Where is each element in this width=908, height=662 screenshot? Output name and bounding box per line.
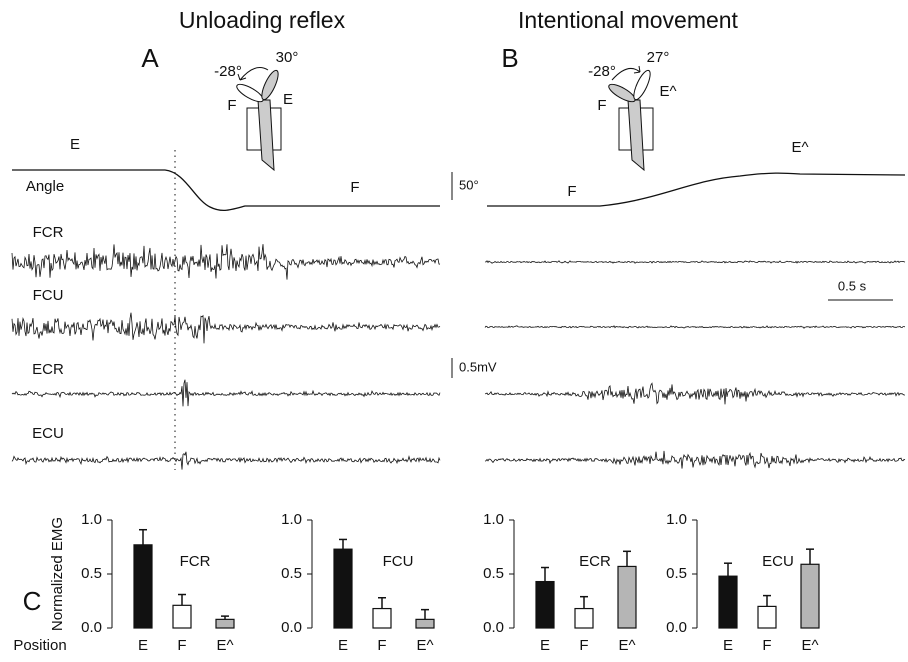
x-tick-label: E^	[618, 637, 635, 654]
scale-label: 50°	[459, 177, 479, 192]
x-tick-label: F	[579, 637, 588, 654]
angle-label: -28°	[588, 63, 616, 80]
panel-letter: C	[23, 586, 42, 616]
x-tick-label: E	[540, 637, 550, 654]
bar	[536, 582, 554, 628]
y-tick-label: 1.0	[483, 511, 504, 528]
x-tick-label: F	[377, 637, 386, 654]
trace-label: ECR	[32, 361, 64, 378]
y-tick-label: 0.0	[281, 619, 302, 636]
trace-label: E	[70, 136, 80, 153]
angle-trace	[12, 170, 440, 210]
x-tick-label: E^	[416, 637, 433, 654]
title: Unloading reflex	[179, 7, 346, 33]
angle-label: -28°	[214, 63, 242, 80]
arm-diagram	[607, 66, 654, 170]
bar	[801, 564, 819, 628]
x-tick-label: E	[138, 637, 148, 654]
bar	[758, 606, 776, 628]
x-tick-label: F	[177, 637, 186, 654]
arm-diagram	[235, 68, 282, 170]
bar	[334, 549, 352, 628]
y-tick-label: 1.0	[81, 511, 102, 528]
x-tick-label: E^	[801, 637, 818, 654]
position-label: F	[597, 97, 606, 114]
x-axis-label: Position	[13, 637, 66, 654]
trace-label: FCR	[33, 224, 64, 241]
bar	[216, 619, 234, 628]
panel-letter: B	[501, 43, 518, 73]
x-tick-label: F	[762, 637, 771, 654]
position-label: E^	[659, 83, 676, 100]
trace-label: E^	[791, 139, 808, 156]
trace-label: FCU	[33, 287, 64, 304]
y-tick-label: 0.5	[666, 565, 687, 582]
title: Intentional movement	[518, 7, 739, 33]
emg-trace	[12, 244, 440, 279]
emg-trace	[485, 383, 905, 404]
emg-traces	[12, 244, 905, 469]
position-label: E	[283, 91, 293, 108]
y-tick-label: 0.5	[483, 565, 504, 582]
panel-letter: A	[141, 43, 159, 73]
x-tick-label: E	[723, 637, 733, 654]
y-tick-label: 0.5	[281, 565, 302, 582]
y-tick-label: 0.5	[81, 565, 102, 582]
emg-trace	[12, 452, 440, 470]
emg-trace	[485, 326, 905, 328]
x-tick-label: E	[338, 637, 348, 654]
bar	[575, 609, 593, 628]
scale-label: 0.5mV	[459, 359, 497, 374]
y-tick-label: 0.0	[483, 619, 504, 636]
chart-title: FCR	[180, 553, 211, 570]
emg-trace	[485, 261, 905, 263]
y-tick-label: 0.0	[666, 619, 687, 636]
bar	[719, 576, 737, 628]
bar	[416, 619, 434, 628]
bar	[134, 545, 152, 628]
angle-label: 30°	[276, 49, 299, 66]
chart-title: FCU	[383, 553, 414, 570]
bar	[173, 605, 191, 628]
trace-label: Angle	[26, 178, 64, 195]
y-tick-label: 1.0	[666, 511, 687, 528]
angle-label: 27°	[647, 49, 670, 66]
trace-label: F	[567, 183, 576, 200]
trace-label: F	[350, 179, 359, 196]
y-tick-label: 1.0	[281, 511, 302, 528]
emg-trace	[12, 380, 440, 407]
bar	[618, 566, 636, 628]
chart-title: ECR	[579, 553, 611, 570]
x-tick-label: E^	[216, 637, 233, 654]
emg-trace	[485, 451, 905, 469]
position-label: F	[227, 97, 236, 114]
scale-label: 0.5 s	[838, 278, 867, 293]
y-axis-label: Normalized EMG	[49, 517, 66, 631]
bar	[373, 609, 391, 628]
chart-title: ECU	[762, 553, 794, 570]
y-tick-label: 0.0	[81, 619, 102, 636]
angle-trace	[487, 173, 905, 206]
emg-trace	[12, 313, 440, 344]
trace-label: ECU	[32, 425, 64, 442]
